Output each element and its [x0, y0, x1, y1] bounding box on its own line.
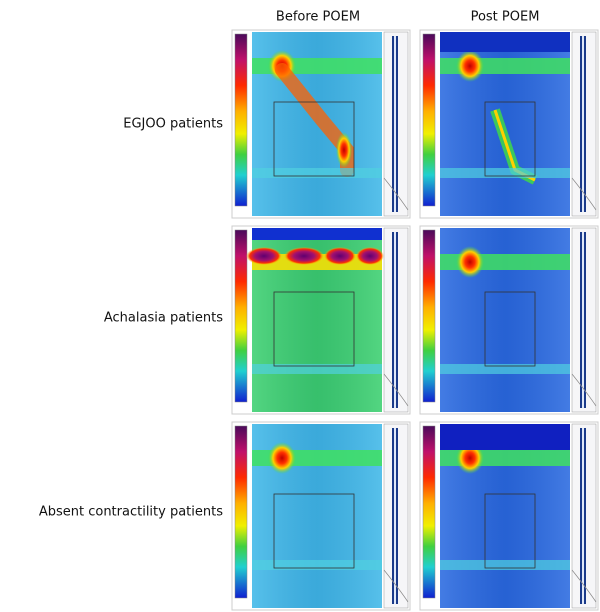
catheter-inner	[582, 232, 584, 408]
hot-spot	[246, 247, 282, 265]
catheter-inner	[582, 428, 584, 604]
les-band	[440, 560, 570, 570]
hot-spot	[456, 50, 484, 82]
les-band	[440, 168, 570, 178]
les-band	[252, 364, 382, 374]
figure: Before POEM Post POEM EGJOO patients Ach…	[0, 0, 600, 612]
top-band	[252, 228, 382, 240]
hot-spot	[356, 247, 384, 265]
hot-spot	[336, 132, 352, 168]
manometry-panel	[420, 422, 598, 610]
page: Before POEM Post POEM EGJOO patients Ach…	[0, 0, 600, 612]
color-bar	[235, 426, 247, 598]
catheter-inner	[394, 232, 396, 408]
les-band	[252, 168, 382, 178]
top-band	[440, 32, 570, 52]
les-band	[252, 560, 382, 570]
catheter-inner	[394, 428, 396, 604]
row-label: EGJOO patients	[123, 117, 223, 132]
hot-spot	[284, 247, 324, 265]
row-label: Achalasia patients	[104, 311, 223, 326]
row-label: Absent contractility patients	[39, 505, 223, 520]
color-bar	[235, 34, 247, 206]
manometry-panel	[232, 226, 410, 414]
column-header: Post POEM	[471, 10, 540, 25]
manometry-panel	[420, 30, 598, 218]
les-band	[440, 364, 570, 374]
color-bar	[423, 34, 435, 206]
hot-spot	[456, 246, 484, 278]
top-band	[440, 424, 570, 450]
color-bar	[423, 426, 435, 598]
catheter-inner	[394, 36, 396, 212]
hot-spot	[268, 442, 296, 474]
catheter-inner	[582, 36, 584, 212]
manometry-panel	[232, 422, 410, 610]
color-bar	[235, 230, 247, 402]
hot-spot	[324, 247, 356, 265]
column-header: Before POEM	[276, 10, 360, 25]
color-bar	[423, 230, 435, 402]
manometry-panel	[232, 30, 410, 218]
manometry-panel	[420, 226, 598, 414]
